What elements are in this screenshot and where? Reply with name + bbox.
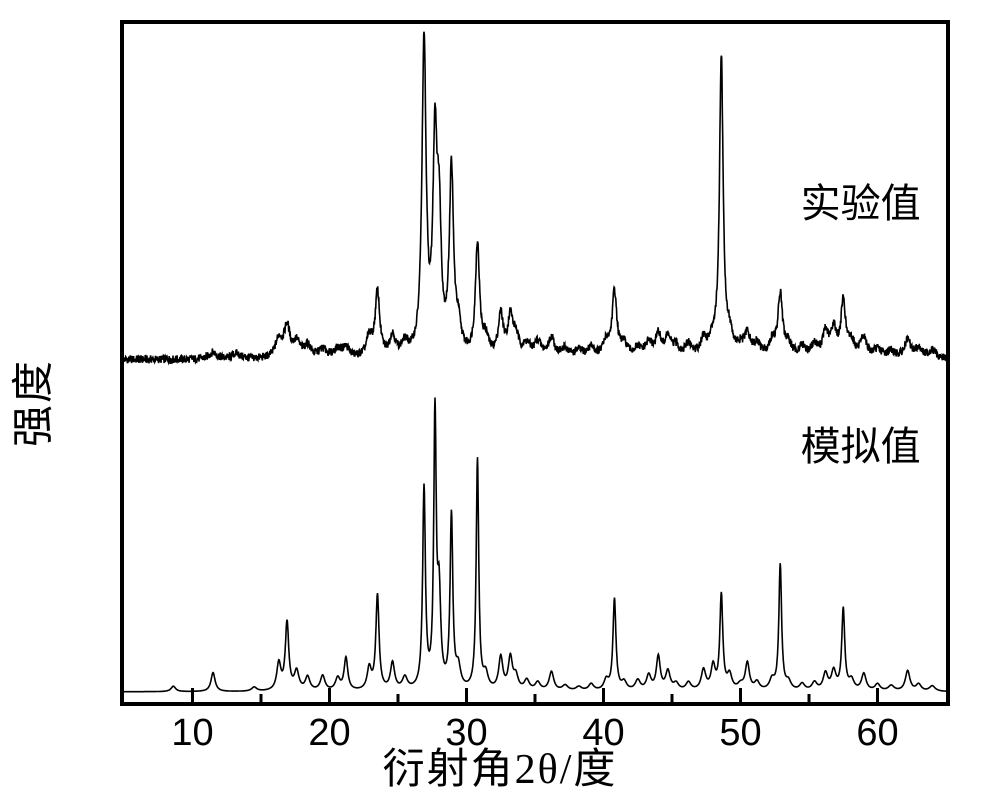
x-tick-label: 30 [445, 712, 487, 755]
y-axis-label: 强度 [0, 359, 61, 447]
series-label-1: 模拟值 [801, 414, 921, 472]
xrd-chart: 强度 衍射角2θ/度 102030405060实验值模拟值 [0, 0, 1000, 806]
plot-svg [124, 24, 946, 702]
x-tick-label: 60 [856, 712, 898, 755]
x-tick-label: 10 [171, 712, 213, 755]
plot-area [120, 20, 950, 706]
x-tick-label: 40 [582, 712, 624, 755]
x-tick-label: 20 [308, 712, 350, 755]
series-label-0: 实验值 [801, 171, 921, 229]
x-tick-label: 50 [719, 712, 761, 755]
